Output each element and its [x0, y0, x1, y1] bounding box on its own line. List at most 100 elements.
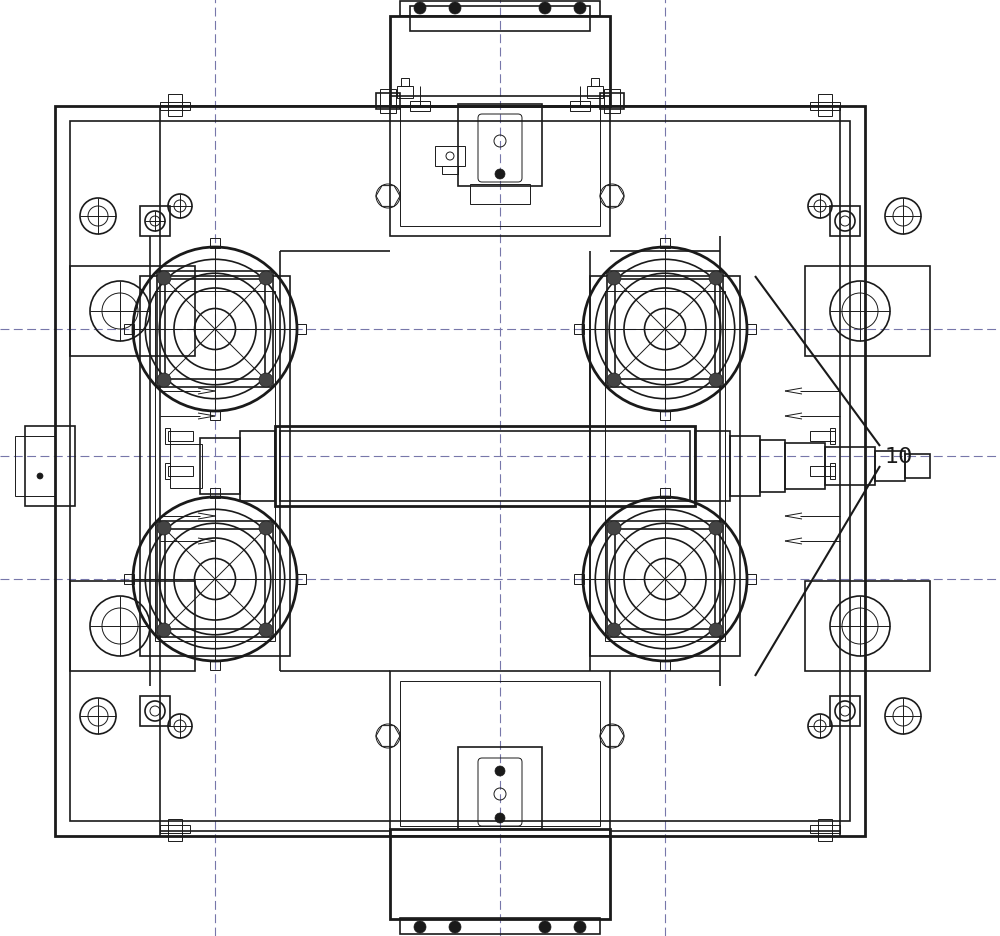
- Bar: [746, 325, 756, 335]
- Bar: [168, 431, 193, 442]
- Bar: [165, 463, 170, 479]
- Bar: [390, 671, 610, 836]
- Bar: [400, 681, 600, 826]
- Bar: [615, 280, 715, 380]
- Bar: [240, 431, 275, 502]
- Bar: [442, 167, 458, 175]
- Bar: [830, 429, 835, 445]
- Circle shape: [495, 813, 505, 823]
- Bar: [760, 441, 785, 492]
- Bar: [410, 102, 430, 112]
- Bar: [275, 427, 695, 506]
- Bar: [470, 184, 530, 205]
- Bar: [435, 147, 465, 167]
- Bar: [296, 325, 306, 335]
- Circle shape: [709, 373, 723, 388]
- Circle shape: [414, 921, 426, 933]
- Bar: [140, 696, 170, 726]
- Bar: [165, 530, 265, 629]
- Bar: [607, 271, 723, 388]
- Circle shape: [574, 921, 586, 933]
- Circle shape: [157, 271, 171, 285]
- Circle shape: [539, 3, 551, 15]
- Bar: [805, 267, 930, 357]
- Bar: [210, 660, 220, 670]
- Bar: [810, 103, 840, 110]
- Bar: [390, 17, 610, 107]
- Circle shape: [259, 521, 273, 535]
- Bar: [785, 444, 825, 490]
- Bar: [124, 325, 134, 335]
- Bar: [660, 239, 670, 249]
- Bar: [376, 94, 400, 110]
- Bar: [210, 239, 220, 249]
- Circle shape: [539, 921, 551, 933]
- Bar: [390, 829, 610, 919]
- Circle shape: [157, 521, 171, 535]
- Bar: [600, 94, 624, 110]
- Bar: [458, 747, 542, 829]
- Bar: [140, 277, 290, 656]
- Bar: [200, 439, 240, 494]
- Bar: [570, 102, 590, 112]
- Bar: [210, 411, 220, 420]
- Circle shape: [607, 623, 621, 637]
- Bar: [458, 105, 542, 187]
- Circle shape: [157, 373, 171, 388]
- Bar: [280, 431, 690, 502]
- Circle shape: [495, 767, 505, 776]
- Bar: [296, 575, 306, 584]
- Bar: [400, 107, 600, 227]
- Circle shape: [449, 921, 461, 933]
- Bar: [157, 521, 273, 637]
- Bar: [660, 411, 670, 420]
- Bar: [905, 455, 930, 478]
- Bar: [168, 95, 182, 117]
- Bar: [15, 436, 55, 496]
- Circle shape: [449, 3, 461, 15]
- Bar: [591, 79, 599, 87]
- Bar: [604, 90, 620, 114]
- Bar: [124, 575, 134, 584]
- Text: 10: 10: [885, 446, 913, 466]
- Bar: [140, 207, 170, 237]
- Circle shape: [607, 271, 621, 285]
- Bar: [390, 97, 610, 237]
- Bar: [160, 826, 190, 833]
- Circle shape: [157, 623, 171, 637]
- Bar: [397, 87, 413, 99]
- Bar: [380, 90, 396, 114]
- Circle shape: [574, 3, 586, 15]
- Bar: [830, 696, 860, 726]
- Bar: [400, 918, 600, 934]
- Bar: [730, 436, 760, 496]
- Bar: [165, 429, 170, 445]
- Circle shape: [495, 169, 505, 180]
- Bar: [810, 466, 835, 476]
- Bar: [25, 427, 75, 506]
- Circle shape: [414, 3, 426, 15]
- Bar: [160, 103, 190, 110]
- Circle shape: [709, 271, 723, 285]
- Circle shape: [607, 521, 621, 535]
- Bar: [55, 107, 865, 836]
- Bar: [165, 280, 265, 380]
- Bar: [410, 7, 590, 32]
- Bar: [70, 267, 195, 357]
- Circle shape: [259, 271, 273, 285]
- Bar: [170, 445, 202, 489]
- Bar: [70, 581, 195, 671]
- Bar: [810, 431, 835, 442]
- Bar: [400, 2, 600, 17]
- Bar: [587, 87, 603, 99]
- Bar: [574, 325, 584, 335]
- Bar: [818, 819, 832, 841]
- Bar: [805, 581, 930, 671]
- Bar: [168, 819, 182, 841]
- Bar: [818, 95, 832, 117]
- Bar: [660, 489, 670, 499]
- Bar: [605, 292, 725, 641]
- Bar: [660, 660, 670, 670]
- Bar: [574, 575, 584, 584]
- Bar: [155, 292, 275, 641]
